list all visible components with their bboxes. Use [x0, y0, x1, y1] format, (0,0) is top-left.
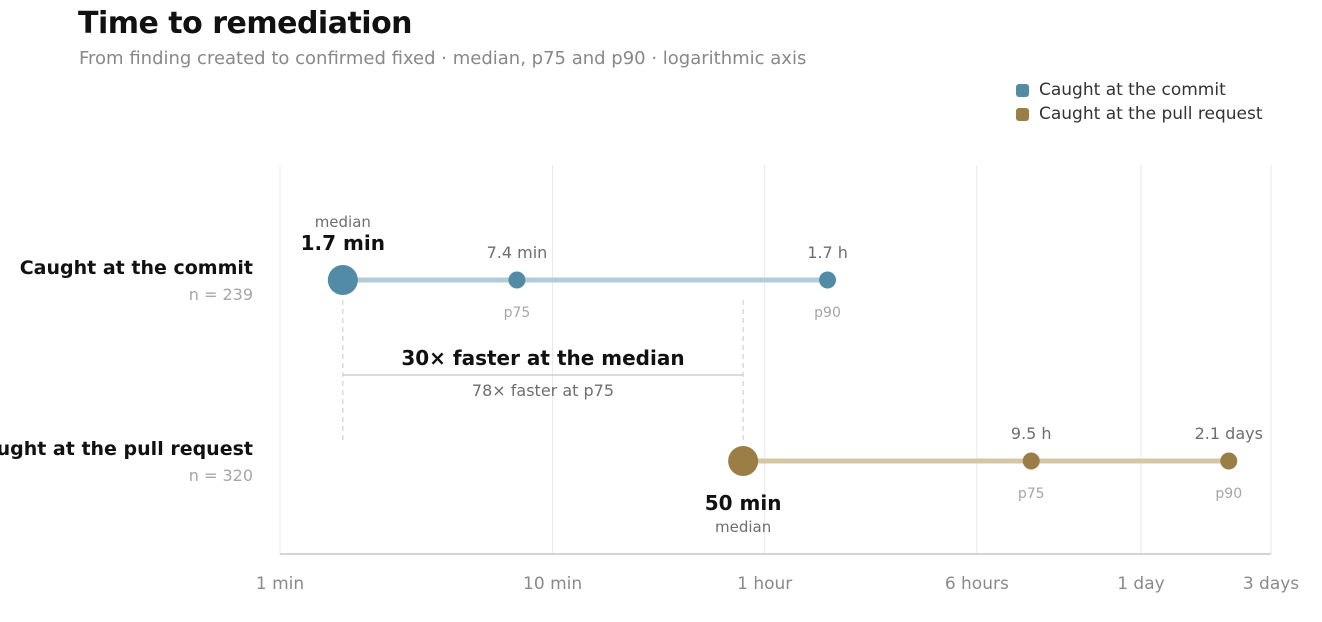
- x-tick-label: 3 days: [1243, 574, 1299, 594]
- annotation-headline: 30× faster at the median: [401, 346, 684, 370]
- point-pull-request-p75: [1022, 452, 1040, 470]
- legend-item-pull-request: Caught at the pull request: [1016, 102, 1263, 126]
- x-tick-label: 1 min: [256, 574, 304, 594]
- annotation-detail: 78× faster at p75: [472, 381, 614, 400]
- point-commit-p75: [508, 271, 526, 289]
- x-tick-label: 10 min: [523, 574, 582, 594]
- legend-label-commit: Caught at the commit: [1039, 80, 1226, 100]
- median-value-commit: 1.7 min: [301, 231, 385, 255]
- legend: Caught at the commit Caught at the pull …: [1016, 78, 1263, 126]
- row-label-commit: Caught at the commit: [20, 257, 253, 279]
- legend-swatch-pull-request: [1016, 107, 1029, 121]
- point-commit-p90: [819, 271, 837, 289]
- p90-label-commit: p90: [814, 305, 841, 321]
- legend-item-commit: Caught at the commit: [1016, 78, 1263, 102]
- chart-subtitle: From finding created to confirmed fixed …: [79, 48, 807, 69]
- p90-value-commit: 1.7 h: [807, 243, 848, 262]
- point-pull-request-p90: [1220, 452, 1238, 470]
- p75-value-pull-request: 9.5 h: [1011, 424, 1052, 443]
- p90-value-pull-request: 2.1 days: [1195, 424, 1263, 443]
- legend-swatch-commit: [1016, 83, 1029, 97]
- x-tick-label: 1 hour: [737, 574, 792, 594]
- row-n-label-commit: n = 239: [189, 285, 253, 304]
- p90-label-pull-request: p90: [1215, 486, 1242, 502]
- p75-label-pull-request: p75: [1018, 486, 1045, 502]
- x-tick-label: 1 day: [1117, 574, 1165, 594]
- median-label-pull-request: median: [715, 518, 771, 536]
- legend-label-pull-request: Caught at the pull request: [1039, 104, 1263, 124]
- x-tick-label: 6 hours: [945, 574, 1009, 594]
- point-commit-median: [327, 265, 358, 295]
- row-n-label-pull-request: n = 320: [189, 466, 253, 485]
- point-pull-request-median: [728, 446, 759, 476]
- row-label-pull-request: Caught at the pull request: [0, 438, 253, 460]
- median-value-pull-request: 50 min: [705, 491, 782, 515]
- chart-title: Time to remediation: [78, 6, 413, 41]
- p75-value-commit: 7.4 min: [487, 243, 548, 262]
- median-label-commit: median: [315, 213, 371, 231]
- p75-label-commit: p75: [504, 305, 531, 321]
